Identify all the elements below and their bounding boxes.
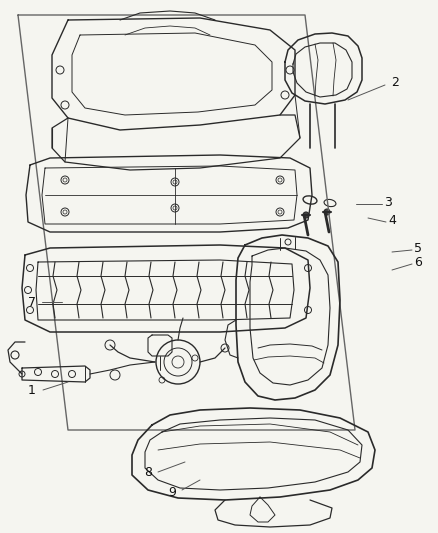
Circle shape — [324, 209, 330, 215]
Text: 1: 1 — [28, 384, 36, 397]
Text: 2: 2 — [391, 76, 399, 88]
Text: 6: 6 — [414, 255, 422, 269]
Text: 7: 7 — [28, 295, 36, 309]
Text: 3: 3 — [384, 196, 392, 208]
Text: 8: 8 — [144, 465, 152, 479]
Circle shape — [303, 212, 309, 218]
Text: 9: 9 — [168, 486, 176, 498]
Text: 4: 4 — [388, 214, 396, 227]
Text: 5: 5 — [414, 241, 422, 254]
